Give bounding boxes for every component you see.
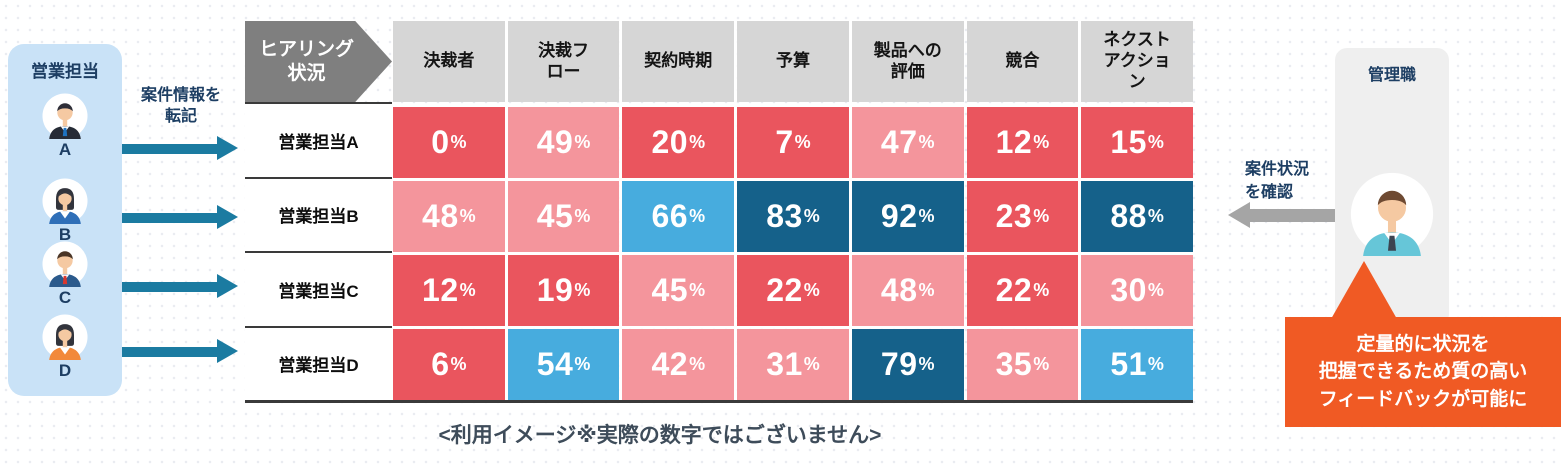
heatmap-cell: 54% — [507, 329, 620, 400]
table-bottom-border — [245, 400, 1193, 403]
heatmap-cell: 66% — [622, 181, 735, 252]
row-label: 営業担当C — [245, 251, 392, 326]
heatmap-cell: 48% — [393, 181, 505, 252]
sales-rep-letter: A — [58, 140, 72, 159]
row-label: 営業担当D — [245, 325, 392, 400]
transfer-arrow-icon-3 — [122, 274, 238, 299]
sales-rep-a: A — [8, 93, 122, 160]
heatmap-cell: 88% — [1081, 181, 1193, 252]
heatmap-cell: 30% — [1081, 255, 1193, 326]
heatmap-cell: 22% — [737, 255, 849, 326]
hearing-status-header: ヒアリング 状況 — [245, 21, 392, 102]
manager-panel-title: 管理職 — [1367, 67, 1416, 84]
heatmap-cell: 12% — [966, 107, 1079, 178]
transfer-arrow-icon-4 — [122, 339, 238, 364]
row-label: 営業担当B — [245, 176, 392, 251]
heatmap-cell: 31% — [737, 329, 849, 400]
sales-rep-c: C — [8, 241, 122, 308]
sales-rep-letter: B — [58, 225, 72, 244]
sales-rep-b: B — [8, 178, 122, 245]
speech-bubble-line: 定量的に状況を — [1356, 333, 1490, 355]
heatmap-cell: 0% — [393, 107, 505, 178]
column-headers: 決裁者 決裁フ ロー 契約時期 予算 製品への 評価 競合 ネクスト アクショ ン — [393, 21, 1193, 102]
column-header-6: 競合 — [966, 21, 1079, 102]
check-arrow-icon — [1228, 202, 1336, 228]
heatmap-cell: 92% — [851, 181, 964, 252]
heatmap-cell: 20% — [622, 107, 735, 178]
speech-bubble-line: 把握できるため質の高い — [1318, 361, 1528, 383]
column-header-2: 決裁フ ロー — [507, 21, 620, 102]
heatmap-cell: 19% — [507, 255, 620, 326]
male-red-tie-avatar-icon — [42, 241, 88, 287]
heatmap-cell: 48% — [851, 255, 964, 326]
column-header-4: 予算 — [737, 21, 849, 102]
sales-rep-letter: C — [58, 288, 72, 307]
row-labels: 営業担当A 営業担当B 営業担当C 営業担当D — [245, 102, 392, 400]
column-header-5: 製品への 評価 — [851, 21, 964, 102]
column-header-1: 決裁者 — [393, 21, 505, 102]
heatmap-cell: 51% — [1081, 329, 1193, 400]
heatmap-cell: 79% — [851, 329, 964, 400]
speech-bubble-pointer — [1331, 261, 1397, 319]
heatmap-cell: 49% — [507, 107, 620, 178]
heatmap-cell: 42% — [622, 329, 735, 400]
heatmap-cell: 22% — [966, 255, 1079, 326]
heatmap-cell: 6% — [393, 329, 505, 400]
sales-reps-panel-title: 営業担当 — [31, 62, 99, 81]
manager-avatar-icon — [1350, 172, 1434, 256]
heatmap-cells: 0% 49% 20% 7% 47% 12% 15% 48% 45% 66% 83% 92% 23% 88%… — [393, 107, 1193, 400]
transfer-arrow-icon-1 — [122, 136, 238, 161]
transfer-arrow-label: 案件情報を 転記 — [140, 87, 221, 125]
heatmap-cell: 7% — [737, 107, 849, 178]
heatmap-cell: 12% — [393, 255, 505, 326]
heatmap-cell: 35% — [966, 329, 1079, 400]
row-label: 営業担当A — [245, 102, 392, 177]
column-header-7: ネクスト アクショ ン — [1081, 21, 1193, 102]
male-blue-tie-avatar-icon — [42, 93, 88, 139]
female-blue-avatar-icon — [42, 178, 88, 224]
sales-rep-letter: D — [58, 361, 72, 380]
transfer-arrow-icon-2 — [122, 205, 238, 230]
speech-bubble-line: フィードバックが可能に — [1318, 388, 1528, 410]
heatmap-cell: 45% — [622, 255, 735, 326]
caption: <利用イメージ※実際の数字ではございません> — [438, 424, 882, 447]
female-orange-avatar-icon — [42, 314, 88, 360]
heatmap-cell: 83% — [737, 181, 849, 252]
heatmap-cell: 15% — [1081, 107, 1193, 178]
heatmap-cell: 47% — [851, 107, 964, 178]
check-arrow-label: 案件状況 を確認 — [1245, 161, 1310, 202]
speech-bubble: 定量的に状況を把握できるため質の高い フィードバックが可能に — [1285, 317, 1561, 427]
sales-rep-d: D — [8, 314, 122, 381]
column-header-3: 契約時期 — [622, 21, 735, 102]
heatmap-cell: 45% — [507, 181, 620, 252]
heatmap-cell: 23% — [966, 181, 1079, 252]
sales-reps-panel: 営業担当 A B C D — [8, 44, 122, 396]
